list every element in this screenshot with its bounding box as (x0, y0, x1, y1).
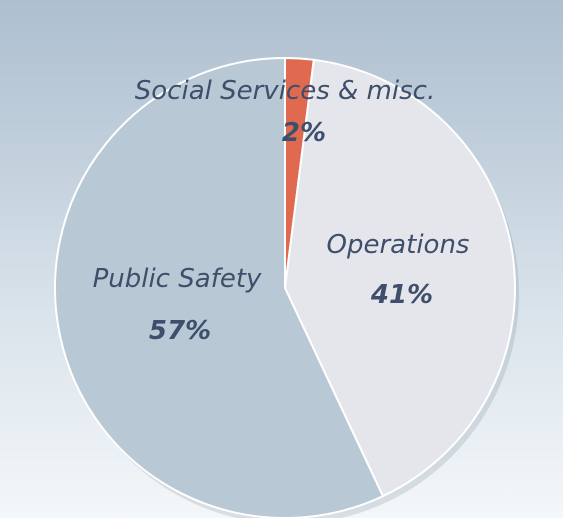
label-public-safety: Public Safety (93, 264, 262, 294)
pie-labels: Social Services & misc. 2% Operations 41% Pu… (93, 76, 470, 346)
value-operations: 41% (370, 280, 433, 310)
label-operations: Operations (327, 230, 470, 260)
pie-slices (54, 56, 519, 518)
value-social-services: 2% (282, 118, 326, 148)
slice-operations (283, 58, 516, 498)
value-public-safety: 57% (149, 316, 211, 346)
label-social-services: Social Services & misc. (135, 76, 435, 106)
slice-public-safety (54, 56, 385, 518)
